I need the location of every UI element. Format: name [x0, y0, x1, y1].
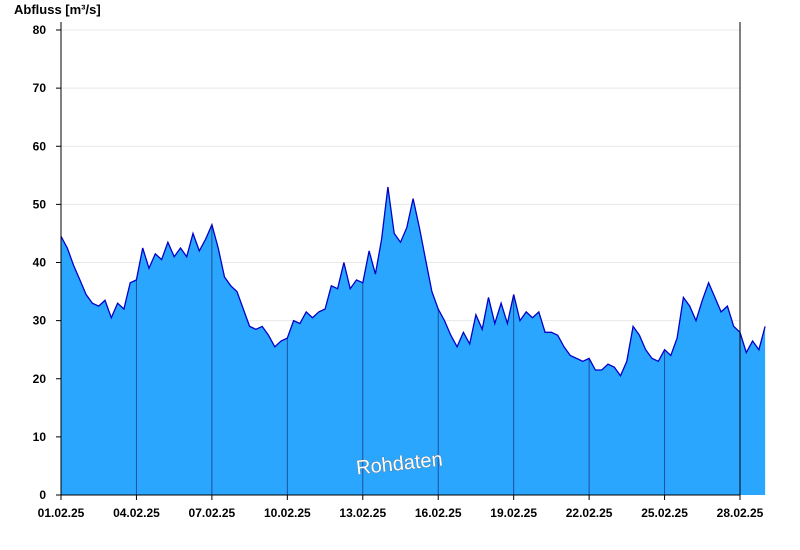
y-axis-title: Abfluss [m³/s]	[14, 2, 101, 17]
discharge-area	[61, 186, 766, 495]
x-tick-label: 10.02.25	[264, 506, 311, 520]
y-tick-label: 0	[39, 488, 46, 502]
y-tick-label: 80	[33, 23, 47, 37]
x-tick-labels: 01.02.25 04.02.25 07.02.25 10.02.25 13.02.25…	[38, 506, 764, 520]
y-tick-label: 50	[33, 197, 47, 211]
y-tick-label: 10	[33, 430, 47, 444]
x-tick-label: 13.02.25	[339, 506, 386, 520]
x-tick-label: 19.02.25	[490, 506, 537, 520]
x-tick-label: 04.02.25	[113, 506, 160, 520]
y-tick-label: 60	[33, 139, 47, 153]
x-tick-label: 25.02.25	[641, 506, 688, 520]
x-gridlines	[60, 224, 741, 500]
y-tick-labels: 0 10 20 30 40 50 60 70 80	[33, 23, 47, 502]
y-tick-label: 70	[33, 81, 47, 95]
x-tick-label: 16.02.25	[415, 506, 462, 520]
x-tick-label: 28.02.25	[717, 506, 764, 520]
x-tick-label: 22.02.25	[566, 506, 613, 520]
y-tick-label: 30	[33, 314, 47, 328]
x-tick-label: 01.02.25	[38, 506, 85, 520]
axes	[60, 22, 741, 496]
y-tick-label: 20	[33, 372, 47, 386]
discharge-line	[60, 186, 766, 378]
y-tick-label: 40	[33, 256, 47, 270]
x-tick-label: 07.02.25	[189, 506, 236, 520]
